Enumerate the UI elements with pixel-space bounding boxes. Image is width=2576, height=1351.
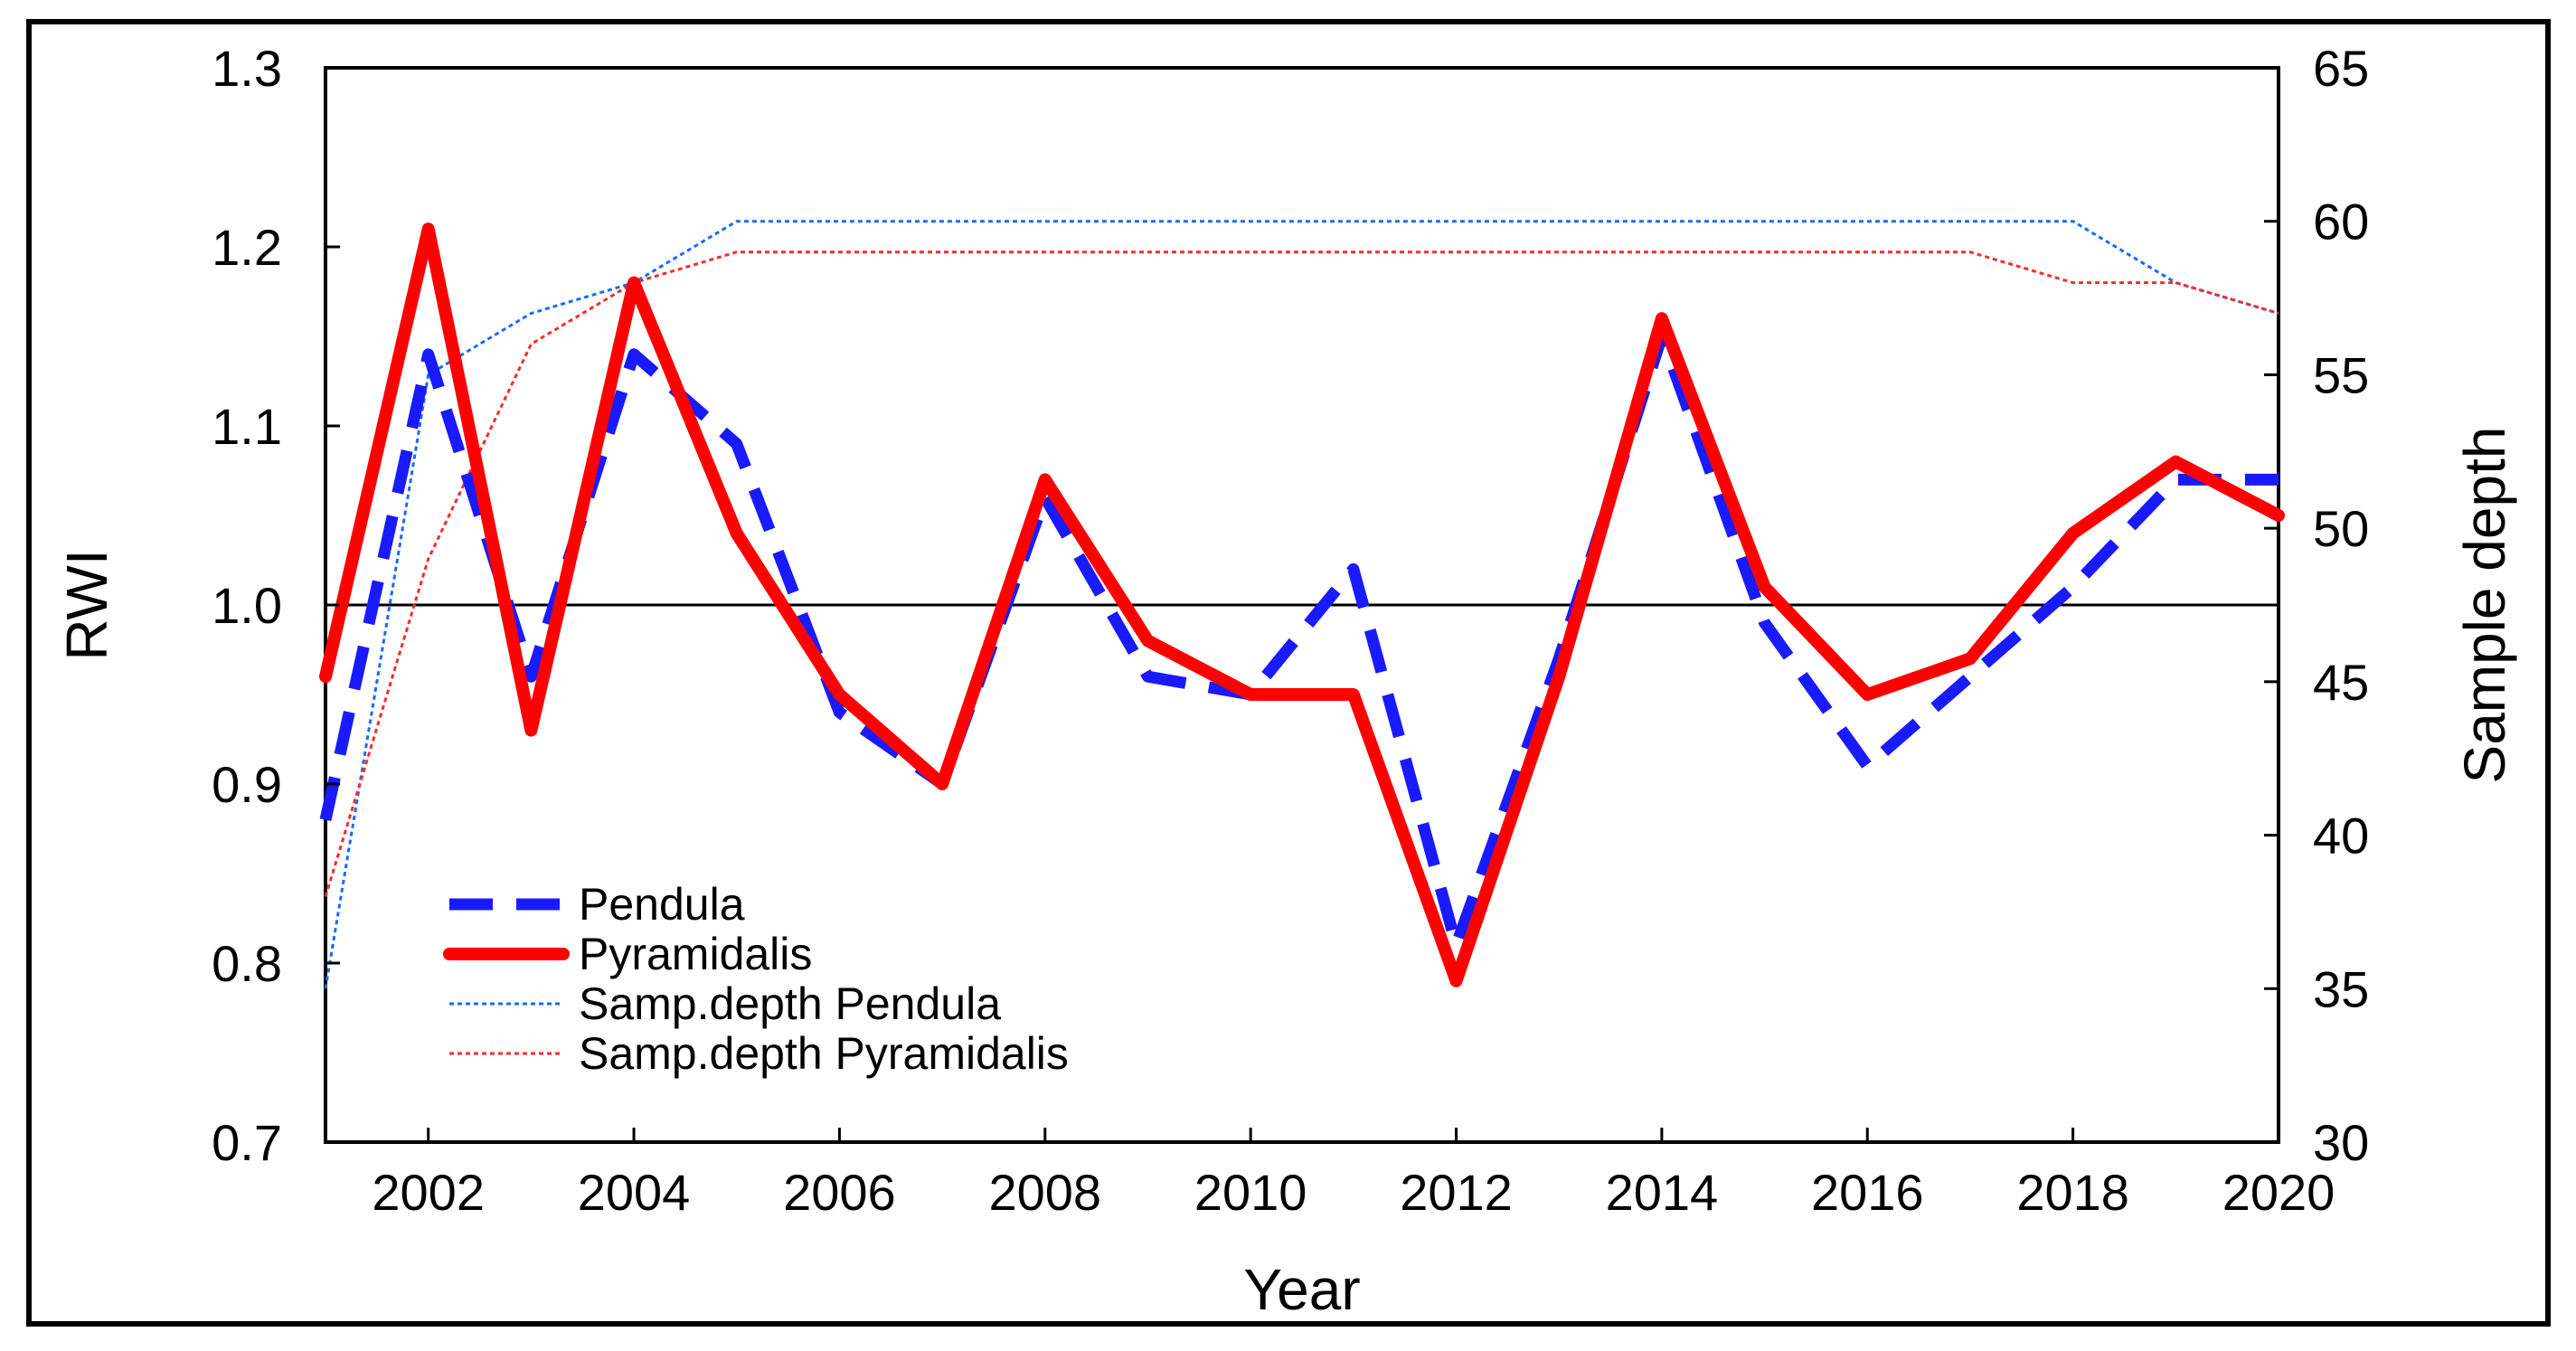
x-tick-label: 2006 bbox=[783, 1164, 896, 1221]
series-layer bbox=[319, 220, 2285, 989]
left-tick-label: 1.2 bbox=[212, 219, 282, 276]
x-axis-label: Year bbox=[1243, 1257, 1360, 1322]
right-tick-label: 55 bbox=[2313, 346, 2369, 403]
series-line-pendula bbox=[319, 330, 2279, 951]
x-tick-label: 2016 bbox=[1811, 1164, 1924, 1221]
right-tick-label: 35 bbox=[2313, 960, 2369, 1017]
right-axis-label: Sample depth bbox=[2452, 427, 2517, 784]
series-line-samp-depth-pyramidalis bbox=[324, 250, 2279, 897]
legend-label: Pendula bbox=[579, 879, 745, 930]
right-tick-label: 50 bbox=[2313, 500, 2369, 557]
x-tick-label: 2018 bbox=[2016, 1164, 2129, 1221]
x-tick-label: 2020 bbox=[2222, 1164, 2335, 1221]
left-tick-label: 0.9 bbox=[212, 756, 282, 813]
x-tick-label: 2010 bbox=[1194, 1164, 1307, 1221]
left-tick-label: 0.7 bbox=[212, 1114, 282, 1171]
right-tick-label: 30 bbox=[2313, 1114, 2369, 1171]
x-axis-ticks: 2002 2004 2006 2008 2010 2012 2014 2016 2018 2020 bbox=[372, 1128, 2335, 1221]
legend-label: Samp.depth Pendula bbox=[579, 978, 1001, 1029]
left-axis-label: RWI bbox=[54, 549, 119, 660]
x-tick-label: 2002 bbox=[372, 1164, 485, 1221]
left-tick-label: 0.8 bbox=[212, 935, 282, 992]
legend-label: Samp.depth Pyramidalis bbox=[579, 1028, 1069, 1079]
outer-frame bbox=[26, 19, 2551, 1327]
left-tick-label: 1.0 bbox=[212, 577, 282, 634]
right-axis-ticks: 30 35 40 45 50 55 60 65 bbox=[2264, 40, 2369, 1171]
x-tick-label: 2012 bbox=[1400, 1164, 1513, 1221]
right-tick-label: 40 bbox=[2313, 808, 2369, 864]
right-tick-label: 65 bbox=[2313, 40, 2369, 97]
x-tick-label: 2008 bbox=[989, 1164, 1102, 1221]
right-tick-label: 60 bbox=[2313, 194, 2369, 250]
left-tick-label: 1.1 bbox=[212, 398, 282, 455]
legend-label: Pyramidalis bbox=[579, 929, 812, 979]
right-tick-label: 45 bbox=[2313, 654, 2369, 711]
left-tick-label: 1.3 bbox=[212, 40, 282, 97]
x-tick-label: 2004 bbox=[578, 1164, 691, 1221]
left-axis-ticks: 0.7 0.8 0.9 1.0 1.1 1.2 1.3 bbox=[212, 40, 340, 1171]
series-line-pyramidalis bbox=[319, 222, 2285, 987]
x-tick-label: 2014 bbox=[1606, 1164, 1719, 1221]
